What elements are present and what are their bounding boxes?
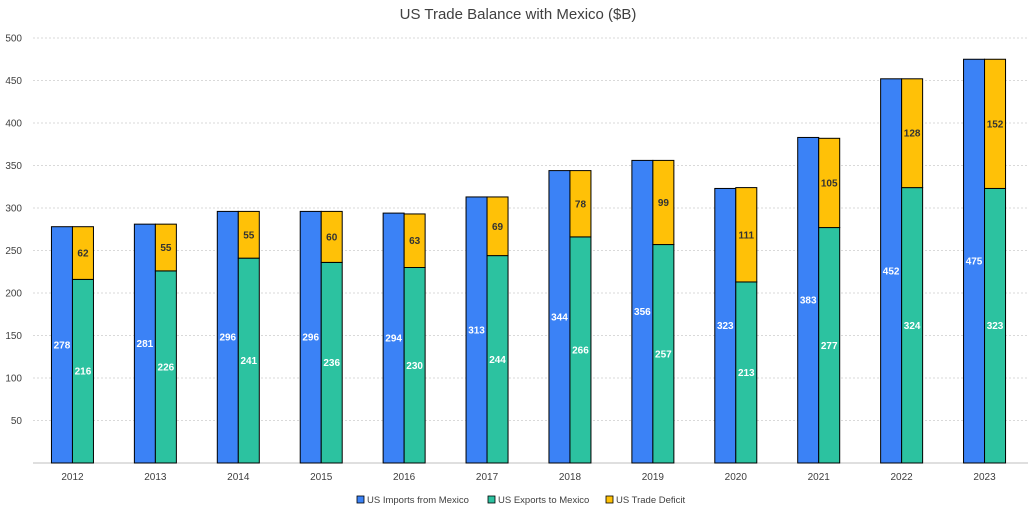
y-tick-label: 450 — [5, 76, 22, 87]
x-tick-label: 2018 — [559, 472, 582, 483]
bars: 278 216 62 281 226 55 296 241 55 296 236 60 294 230 63… — [50, 58, 1007, 464]
data-label: 356 — [634, 307, 651, 318]
data-label: 452 — [883, 266, 900, 277]
legend: US Imports from Mexico US Exports to Mexi… — [356, 495, 686, 506]
data-label: 55 — [243, 230, 255, 241]
y-tick-label: 400 — [5, 119, 22, 130]
data-label: 266 — [572, 345, 589, 356]
deficit-bar — [652, 159, 675, 246]
gridlines — [33, 37, 1028, 464]
y-axis-ticks: 50 100 150 200 250 300 350 400 450 500 — [5, 34, 22, 428]
x-tick-label: 2012 — [61, 472, 84, 483]
data-label: 383 — [800, 296, 817, 307]
deficit-bar — [569, 170, 592, 238]
data-label: 230 — [406, 361, 423, 372]
y-tick-label: 300 — [5, 204, 22, 215]
data-label: 313 — [468, 325, 485, 336]
chart-title: US Trade Balance with Mexico ($B) — [400, 6, 637, 23]
x-tick-label: 2013 — [144, 472, 167, 483]
x-tick-label: 2019 — [642, 472, 665, 483]
x-tick-label: 2017 — [476, 472, 499, 483]
data-label: 296 — [219, 333, 236, 344]
x-tick-label: 2022 — [891, 472, 914, 483]
deficit-bar — [735, 187, 758, 283]
data-label: 62 — [77, 249, 89, 260]
deficit-bar — [403, 213, 426, 268]
data-label: 213 — [738, 368, 755, 379]
x-tick-label: 2014 — [227, 472, 250, 483]
deficit-bar — [901, 78, 924, 189]
legend-swatch — [487, 495, 496, 504]
data-label: 244 — [489, 355, 506, 366]
data-label: 324 — [904, 321, 921, 332]
deficit-bar — [71, 226, 94, 280]
x-axis-ticks: 2012 2013 2014 2015 2016 2017 2018 2019 2020 2021… — [61, 472, 996, 483]
y-tick-label: 50 — [11, 416, 23, 427]
data-label: 236 — [323, 358, 340, 369]
legend-label: US Trade Deficit — [616, 495, 686, 506]
data-label: 323 — [987, 321, 1004, 332]
data-label: 296 — [302, 333, 319, 344]
legend-label: US Imports from Mexico — [367, 495, 469, 506]
data-label: 63 — [409, 236, 421, 247]
data-label: 60 — [326, 232, 338, 243]
legend-swatch — [605, 495, 614, 504]
deficit-bar — [984, 58, 1007, 189]
data-label: 294 — [385, 334, 402, 345]
data-label: 99 — [658, 198, 670, 209]
data-label: 226 — [158, 362, 175, 373]
x-tick-label: 2020 — [725, 472, 748, 483]
data-label: 216 — [75, 367, 92, 378]
data-label: 278 — [54, 340, 71, 351]
deficit-bar — [486, 196, 509, 257]
data-label: 475 — [966, 257, 983, 268]
data-label: 344 — [551, 312, 568, 323]
data-label: 281 — [137, 339, 154, 350]
data-label: 323 — [717, 321, 734, 332]
data-label: 78 — [575, 199, 587, 210]
y-tick-label: 150 — [5, 331, 22, 342]
y-tick-label: 250 — [5, 246, 22, 257]
y-tick-label: 100 — [5, 374, 22, 385]
data-label: 55 — [160, 243, 172, 254]
deficit-bar — [320, 210, 343, 263]
deficit-bar — [818, 137, 841, 229]
data-label: 152 — [987, 119, 1004, 130]
legend-label: US Exports to Mexico — [498, 495, 589, 506]
legend-swatch — [356, 495, 365, 504]
data-label: 69 — [492, 222, 504, 233]
x-tick-label: 2023 — [973, 472, 996, 483]
y-tick-label: 500 — [5, 34, 22, 45]
deficit-bar — [154, 223, 177, 272]
data-label: 111 — [738, 230, 754, 241]
x-tick-label: 2015 — [310, 472, 333, 483]
data-label: 241 — [240, 356, 257, 367]
data-label: 277 — [821, 341, 838, 352]
y-tick-label: 200 — [5, 289, 22, 300]
data-label: 128 — [904, 129, 921, 140]
x-tick-label: 2021 — [808, 472, 831, 483]
deficit-bar — [237, 210, 260, 259]
y-tick-label: 350 — [5, 161, 22, 172]
data-label: 257 — [655, 349, 672, 360]
data-label: 105 — [821, 178, 838, 189]
x-tick-label: 2016 — [393, 472, 416, 483]
